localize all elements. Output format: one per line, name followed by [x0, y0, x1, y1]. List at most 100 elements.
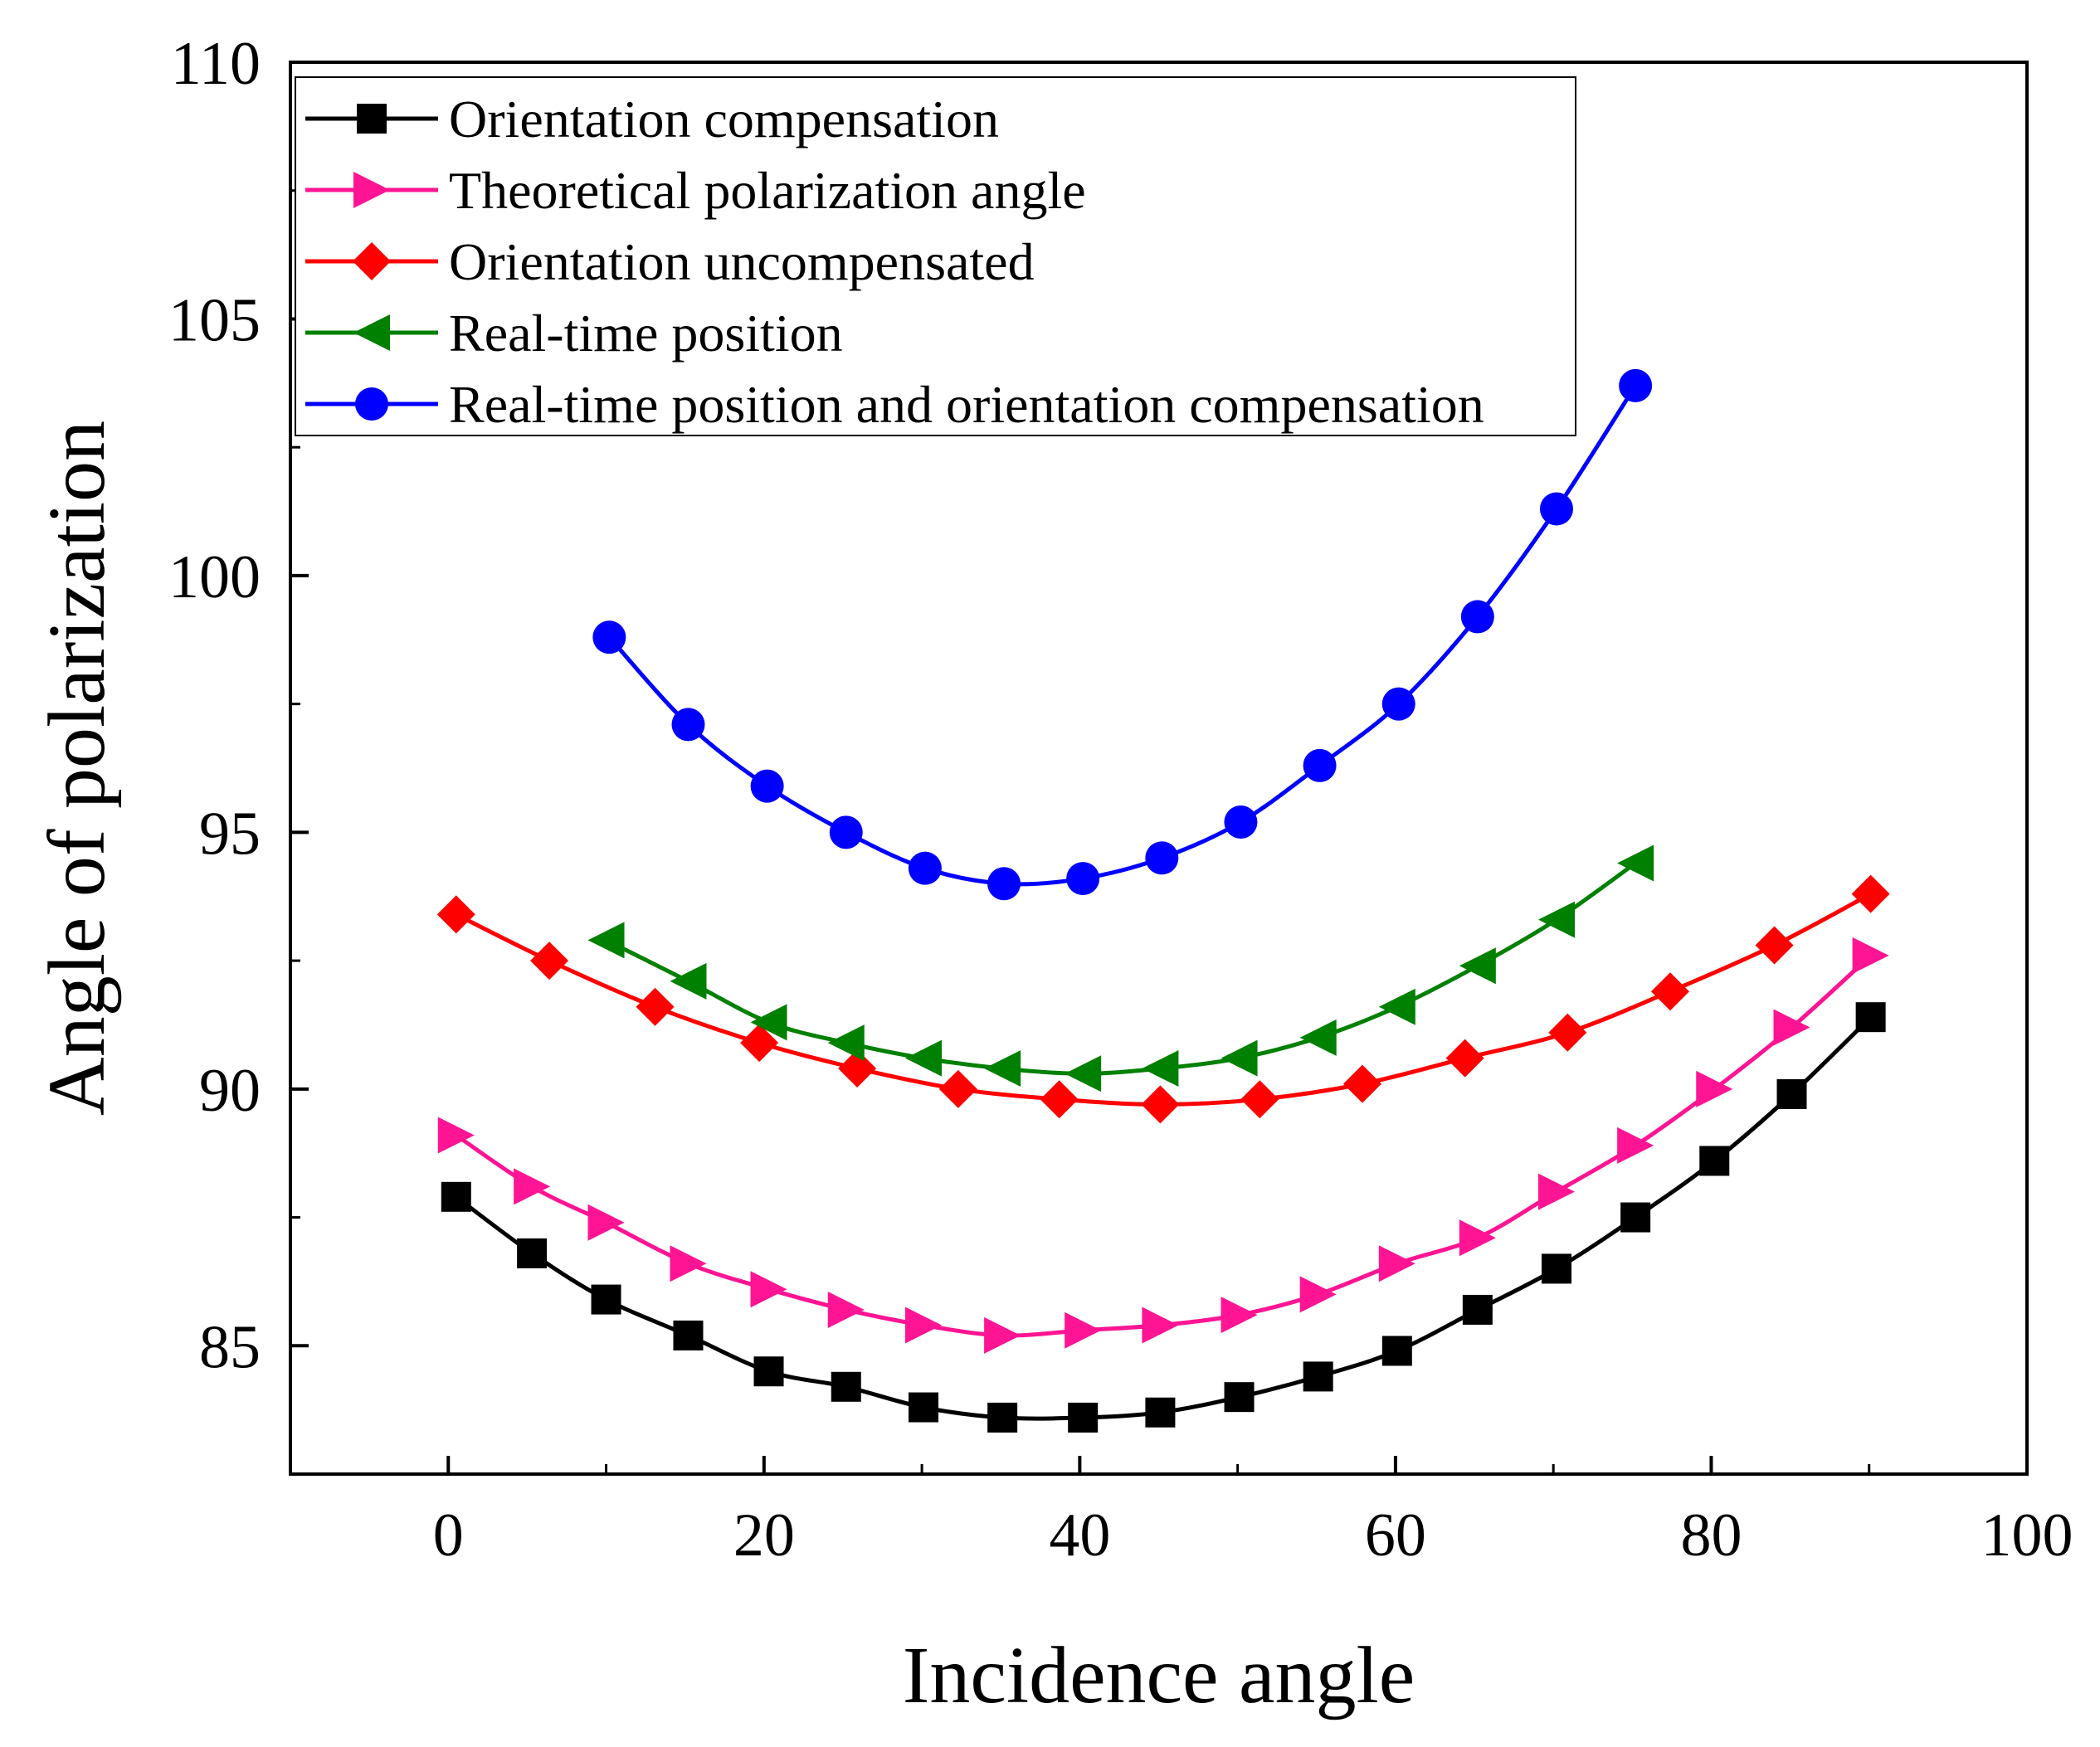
- x-tick-label: 0: [433, 1501, 464, 1569]
- data-point-series-2: [984, 1316, 1021, 1354]
- data-point-series-1: [831, 1371, 861, 1402]
- data-point-series-5: [1619, 368, 1653, 402]
- x-tick-label: 40: [1049, 1501, 1110, 1569]
- data-point-series-2: [827, 1291, 865, 1328]
- data-point-series-1: [1776, 1079, 1807, 1110]
- data-point-series-4: [1459, 947, 1496, 985]
- data-point-series-2: [437, 1117, 475, 1154]
- y-tick-label: 105: [168, 286, 261, 354]
- y-tick-label: 100: [168, 543, 261, 611]
- data-point-series-3: [1040, 1080, 1079, 1119]
- data-point-series-3: [1755, 926, 1794, 965]
- data-point-series-5: [750, 769, 784, 803]
- data-point-series-1: [1462, 1294, 1493, 1325]
- data-point-series-5: [1145, 841, 1179, 875]
- data-point-series-3: [636, 987, 675, 1026]
- data-point-series-2: [1773, 1009, 1810, 1046]
- data-point-series-4: [827, 1024, 865, 1062]
- data-point-series-2: [670, 1245, 707, 1282]
- legend: Orientation compensation Theoretical pola…: [295, 76, 1576, 436]
- data-point-series-1: [1381, 1336, 1412, 1366]
- data-point-series-2: [1065, 1311, 1102, 1349]
- data-point-series-2: [1459, 1219, 1496, 1257]
- data-point-series-5: [671, 708, 705, 742]
- data-point-series-2: [1378, 1245, 1415, 1282]
- data-point-series-2: [1852, 937, 1889, 974]
- data-point-series-2: [1142, 1307, 1179, 1344]
- data-point-series-5: [1539, 492, 1573, 526]
- data-point-series-1: [591, 1284, 621, 1315]
- legend-marker: [357, 104, 387, 134]
- y-tick-label: 85: [199, 1313, 261, 1381]
- data-point-series-2: [1617, 1127, 1654, 1164]
- data-point-series-3: [1851, 874, 1890, 913]
- data-point-series-3: [938, 1069, 977, 1108]
- data-point-series-1: [753, 1356, 784, 1387]
- data-point-series-3: [1240, 1080, 1279, 1119]
- data-point-series-2: [514, 1168, 551, 1205]
- y-axis-title: Angle of polarization: [32, 421, 122, 1116]
- data-point-series-1: [517, 1238, 548, 1268]
- legend-marker: [353, 172, 390, 208]
- series-markers: [436, 368, 1890, 1433]
- data-point-series-4: [1537, 901, 1575, 938]
- x-axis-ticks: 0 20 40 60 80 100: [289, 1456, 2073, 1569]
- data-point-series-2: [1696, 1070, 1733, 1107]
- x-tick-label: 20: [733, 1501, 795, 1569]
- data-point-series-5: [987, 867, 1021, 901]
- data-point-series-1: [441, 1181, 471, 1212]
- data-point-series-4: [670, 962, 707, 1000]
- data-point-series-4: [1378, 988, 1415, 1025]
- legend-label: Real-time position and orientation compe…: [449, 375, 1484, 434]
- legend-label: Real-time position: [449, 304, 843, 363]
- data-point-series-4: [1299, 1019, 1337, 1056]
- data-point-series-1: [1541, 1253, 1571, 1284]
- y-tick-label: 90: [199, 1057, 261, 1125]
- data-point-series-5: [1224, 805, 1258, 839]
- data-point-series-1: [987, 1402, 1018, 1433]
- data-point-series-2: [904, 1307, 942, 1344]
- data-point-series-4: [587, 922, 625, 959]
- data-point-series-1: [908, 1392, 938, 1423]
- data-point-series-3: [1650, 972, 1689, 1011]
- data-point-series-4: [1065, 1055, 1102, 1092]
- x-tick-label: 80: [1680, 1501, 1742, 1569]
- data-point-series-5: [592, 620, 626, 655]
- data-point-series-1: [1620, 1202, 1651, 1233]
- data-point-series-3: [740, 1024, 779, 1063]
- legend-box: [295, 76, 1576, 436]
- data-point-series-2: [1537, 1173, 1575, 1210]
- data-point-series-5: [1460, 600, 1494, 634]
- data-point-series-4: [984, 1050, 1021, 1088]
- data-point-series-2: [750, 1271, 787, 1308]
- y-axis-ticks: 85 90 95 100 105 110: [168, 30, 309, 1476]
- data-point-series-2: [1299, 1276, 1337, 1313]
- data-point-series-3: [838, 1049, 877, 1088]
- legend-label: Orientation uncompensated: [449, 232, 1035, 291]
- data-point-series-1: [1068, 1402, 1099, 1433]
- data-point-series-1: [1224, 1382, 1255, 1413]
- data-point-series-4: [750, 1004, 787, 1041]
- data-point-series-1: [1145, 1397, 1176, 1428]
- data-point-series-5: [829, 815, 863, 849]
- data-point-series-4: [1221, 1039, 1258, 1077]
- data-point-series-5: [1066, 862, 1100, 896]
- plot-frame: [289, 61, 2029, 1476]
- data-point-series-3: [1342, 1064, 1381, 1103]
- x-tick-label: 60: [1365, 1501, 1426, 1569]
- data-point-series-3: [1548, 1013, 1587, 1052]
- y-tick-label: 95: [199, 800, 261, 868]
- x-tick-label: 100: [1981, 1501, 2073, 1569]
- data-point-series-4: [904, 1039, 942, 1077]
- x-axis-title: Incidence angle: [903, 1631, 1415, 1720]
- data-point-series-5: [1303, 748, 1337, 782]
- legend-marker: [353, 314, 390, 351]
- data-point-series-1: [673, 1320, 704, 1350]
- data-point-series-3: [436, 895, 475, 934]
- data-point-series-1: [1855, 1002, 1886, 1033]
- data-point-series-5: [908, 851, 942, 885]
- data-point-series-3: [530, 942, 569, 981]
- data-point-series-3: [1141, 1085, 1180, 1124]
- data-point-series-4: [1142, 1050, 1179, 1088]
